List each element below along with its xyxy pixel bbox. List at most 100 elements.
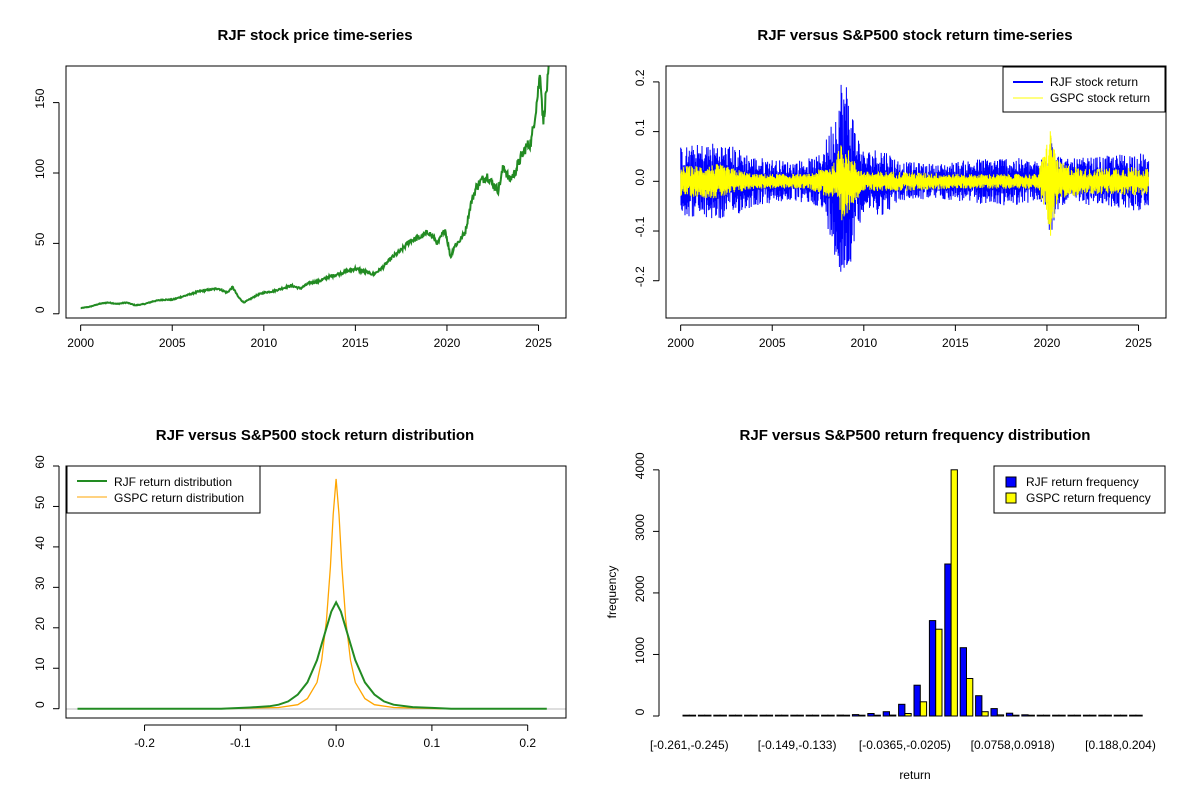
gspc-frequency-bar xyxy=(704,714,712,717)
return-frequency-chart-axes: 0 1000 2000 3000 4000 [-0.261,-0.245) [-0.149,… xyxy=(633,452,1156,752)
gspc-frequency-bar xyxy=(1027,714,1035,717)
rjf-frequency-bar xyxy=(867,713,875,717)
legend-rjf-label: RJF return frequency xyxy=(1026,475,1139,489)
return-frequency-x-tick-label: [0.0758,0.0918) xyxy=(971,738,1055,752)
return-series-chart-frame xyxy=(665,65,1167,319)
return-frequency-y-tick-label: 2000 xyxy=(633,575,647,602)
return-distribution-legend: RJF return distribution GSPC return dist… xyxy=(66,465,261,514)
price-chart-axes: 2000 2005 2010 2015 2020 2025 0 50 100 150 xyxy=(33,88,552,350)
return-frequency-y-tick-label: 3000 xyxy=(633,514,647,541)
return-distribution-chart-title: RJF versus S&P500 stock return distribut… xyxy=(156,427,474,444)
gspc-frequency-bar xyxy=(719,714,727,717)
return-series-y-tick-label: 0.2 xyxy=(633,69,647,86)
return-series-y-tick-label: 0.1 xyxy=(633,119,647,136)
price-x-tick-label: 2020 xyxy=(434,336,461,350)
return-frequency-chart-title: RJF versus S&P500 return frequency distr… xyxy=(740,427,1091,444)
rjf-frequency-bar xyxy=(1052,714,1060,717)
return-series-x-tick-label: 2015 xyxy=(942,336,969,350)
gspc-density-line xyxy=(221,478,442,710)
rjf-price-series-line xyxy=(80,66,550,310)
gspc-frequency-bar xyxy=(765,714,774,717)
gspc-frequency-bar xyxy=(996,714,1005,717)
gspc-frequency-bar xyxy=(950,469,958,717)
rjf-frequency-bar xyxy=(790,714,798,717)
rjf-frequency-bar xyxy=(697,714,706,717)
return-distribution-x-tick-label: 0.2 xyxy=(519,736,536,750)
rjf-frequency-bar xyxy=(836,714,844,717)
gspc-return-series-line xyxy=(680,131,1150,236)
gspc-frequency-bar xyxy=(935,628,943,717)
return-frequency-x-tick-label: [-0.0365,-0.0205) xyxy=(859,738,951,752)
gspc-frequency-bar xyxy=(827,714,835,717)
return-distribution-x-tick-label: -0.2 xyxy=(134,736,155,750)
return-distribution-y-tick-label: 20 xyxy=(33,617,47,631)
x-axis-label: return xyxy=(899,768,930,782)
return-frequency-x-tick-label: [-0.149,-0.133) xyxy=(758,738,837,752)
price-x-tick-label: 2000 xyxy=(67,336,94,350)
gspc-frequency-bar xyxy=(1073,714,1082,717)
legend-box xyxy=(66,465,261,514)
price-x-tick-label: 2005 xyxy=(159,336,186,350)
gspc-frequency-bar xyxy=(750,714,758,717)
return-frequency-x-tick-label: [0.188,0.204) xyxy=(1085,738,1156,752)
rjf-frequency-bar xyxy=(1129,714,1137,717)
return-series-x-tick-label: 2025 xyxy=(1125,336,1152,350)
rjf-frequency-bar xyxy=(975,695,983,717)
gspc-frequency-bar xyxy=(688,714,697,717)
return-frequency-chart: RJF versus S&P500 return frequency distr… xyxy=(605,427,1166,782)
rjf-frequency-bar xyxy=(990,708,998,717)
gspc-frequency-bar xyxy=(889,714,897,717)
return-distribution-x-tick-label: 0.1 xyxy=(424,736,441,750)
legend-box xyxy=(993,465,1166,514)
return-series-y-tick-label: -0.2 xyxy=(633,266,647,287)
gspc-frequency-bar xyxy=(781,714,789,717)
return-distribution-y-tick-label: 60 xyxy=(33,455,47,469)
rjf-frequency-bar xyxy=(928,620,937,717)
return-series-x-tick-label: 2000 xyxy=(667,336,694,350)
return-series-y-tick-label: 0.0 xyxy=(633,169,647,186)
rjf-frequency-bar xyxy=(805,714,814,717)
legend-gspc-label: GSPC return frequency xyxy=(1026,491,1151,505)
rjf-frequency-bar xyxy=(713,714,721,717)
rjf-frequency-bar xyxy=(1082,714,1091,717)
gspc-frequency-bar xyxy=(1012,714,1020,717)
gspc-frequency-bar xyxy=(904,713,912,717)
gspc-frequency-bar xyxy=(1120,714,1128,717)
legend-rjf-label: RJF stock return xyxy=(1050,75,1138,89)
return-distribution-chart-axes: -0.2 -0.1 0.0 0.1 0.2 0 10 20 30 40 50 60 xyxy=(33,455,536,750)
return-distribution-y-tick-label: 50 xyxy=(33,495,47,509)
gspc-frequency-bar xyxy=(1043,714,1051,717)
gspc-frequency-bar xyxy=(1104,714,1112,717)
return-series-chart-axes: 2000 2005 2010 2015 2020 2025 -0.2 -0.1 0.0 0.1 0.… xyxy=(633,69,1152,350)
rjf-frequency-bar xyxy=(1005,712,1014,717)
gspc-frequency-bar xyxy=(1089,714,1097,717)
return-frequency-legend: RJF return frequency GSPC return frequen… xyxy=(993,465,1166,514)
rjf-frequency-bar xyxy=(1021,714,1029,717)
return-frequency-y-tick-label: 0 xyxy=(633,708,647,715)
rjf-frequency-bar xyxy=(851,714,860,717)
return-distribution-y-tick-label: 0 xyxy=(33,701,47,708)
gspc-frequency-bar xyxy=(919,701,928,717)
rjf-frequency-bar xyxy=(959,647,968,717)
price-y-tick-label: 0 xyxy=(33,306,47,313)
return-frequency-bars xyxy=(682,469,1143,717)
rjf-density-line xyxy=(77,600,547,710)
rjf-frequency-bar xyxy=(744,714,752,717)
rjf-frequency-bar xyxy=(1098,714,1106,717)
legend-gspc-label: GSPC stock return xyxy=(1050,91,1150,105)
y-axis-label: frequency xyxy=(605,566,619,619)
rjf-frequency-bar xyxy=(774,714,783,717)
rjf-frequency-bar xyxy=(821,714,829,717)
rjf-frequency-bar xyxy=(898,703,906,717)
rjf-frequency-bar xyxy=(1067,714,1075,717)
gspc-frequency-bar xyxy=(966,678,974,717)
return-distribution-chart-frame xyxy=(65,465,567,719)
gspc-frequency-bar xyxy=(796,714,804,717)
rjf-frequency-bar xyxy=(728,714,737,717)
legend-rjf-label: RJF return distribution xyxy=(114,475,232,489)
legend-rjf-swatch xyxy=(1005,476,1017,488)
price-y-tick-label: 100 xyxy=(33,159,47,179)
return-frequency-x-tick-label: [-0.261,-0.245) xyxy=(650,738,729,752)
return-series-chart-title: RJF versus S&P500 stock return time-seri… xyxy=(757,27,1072,44)
